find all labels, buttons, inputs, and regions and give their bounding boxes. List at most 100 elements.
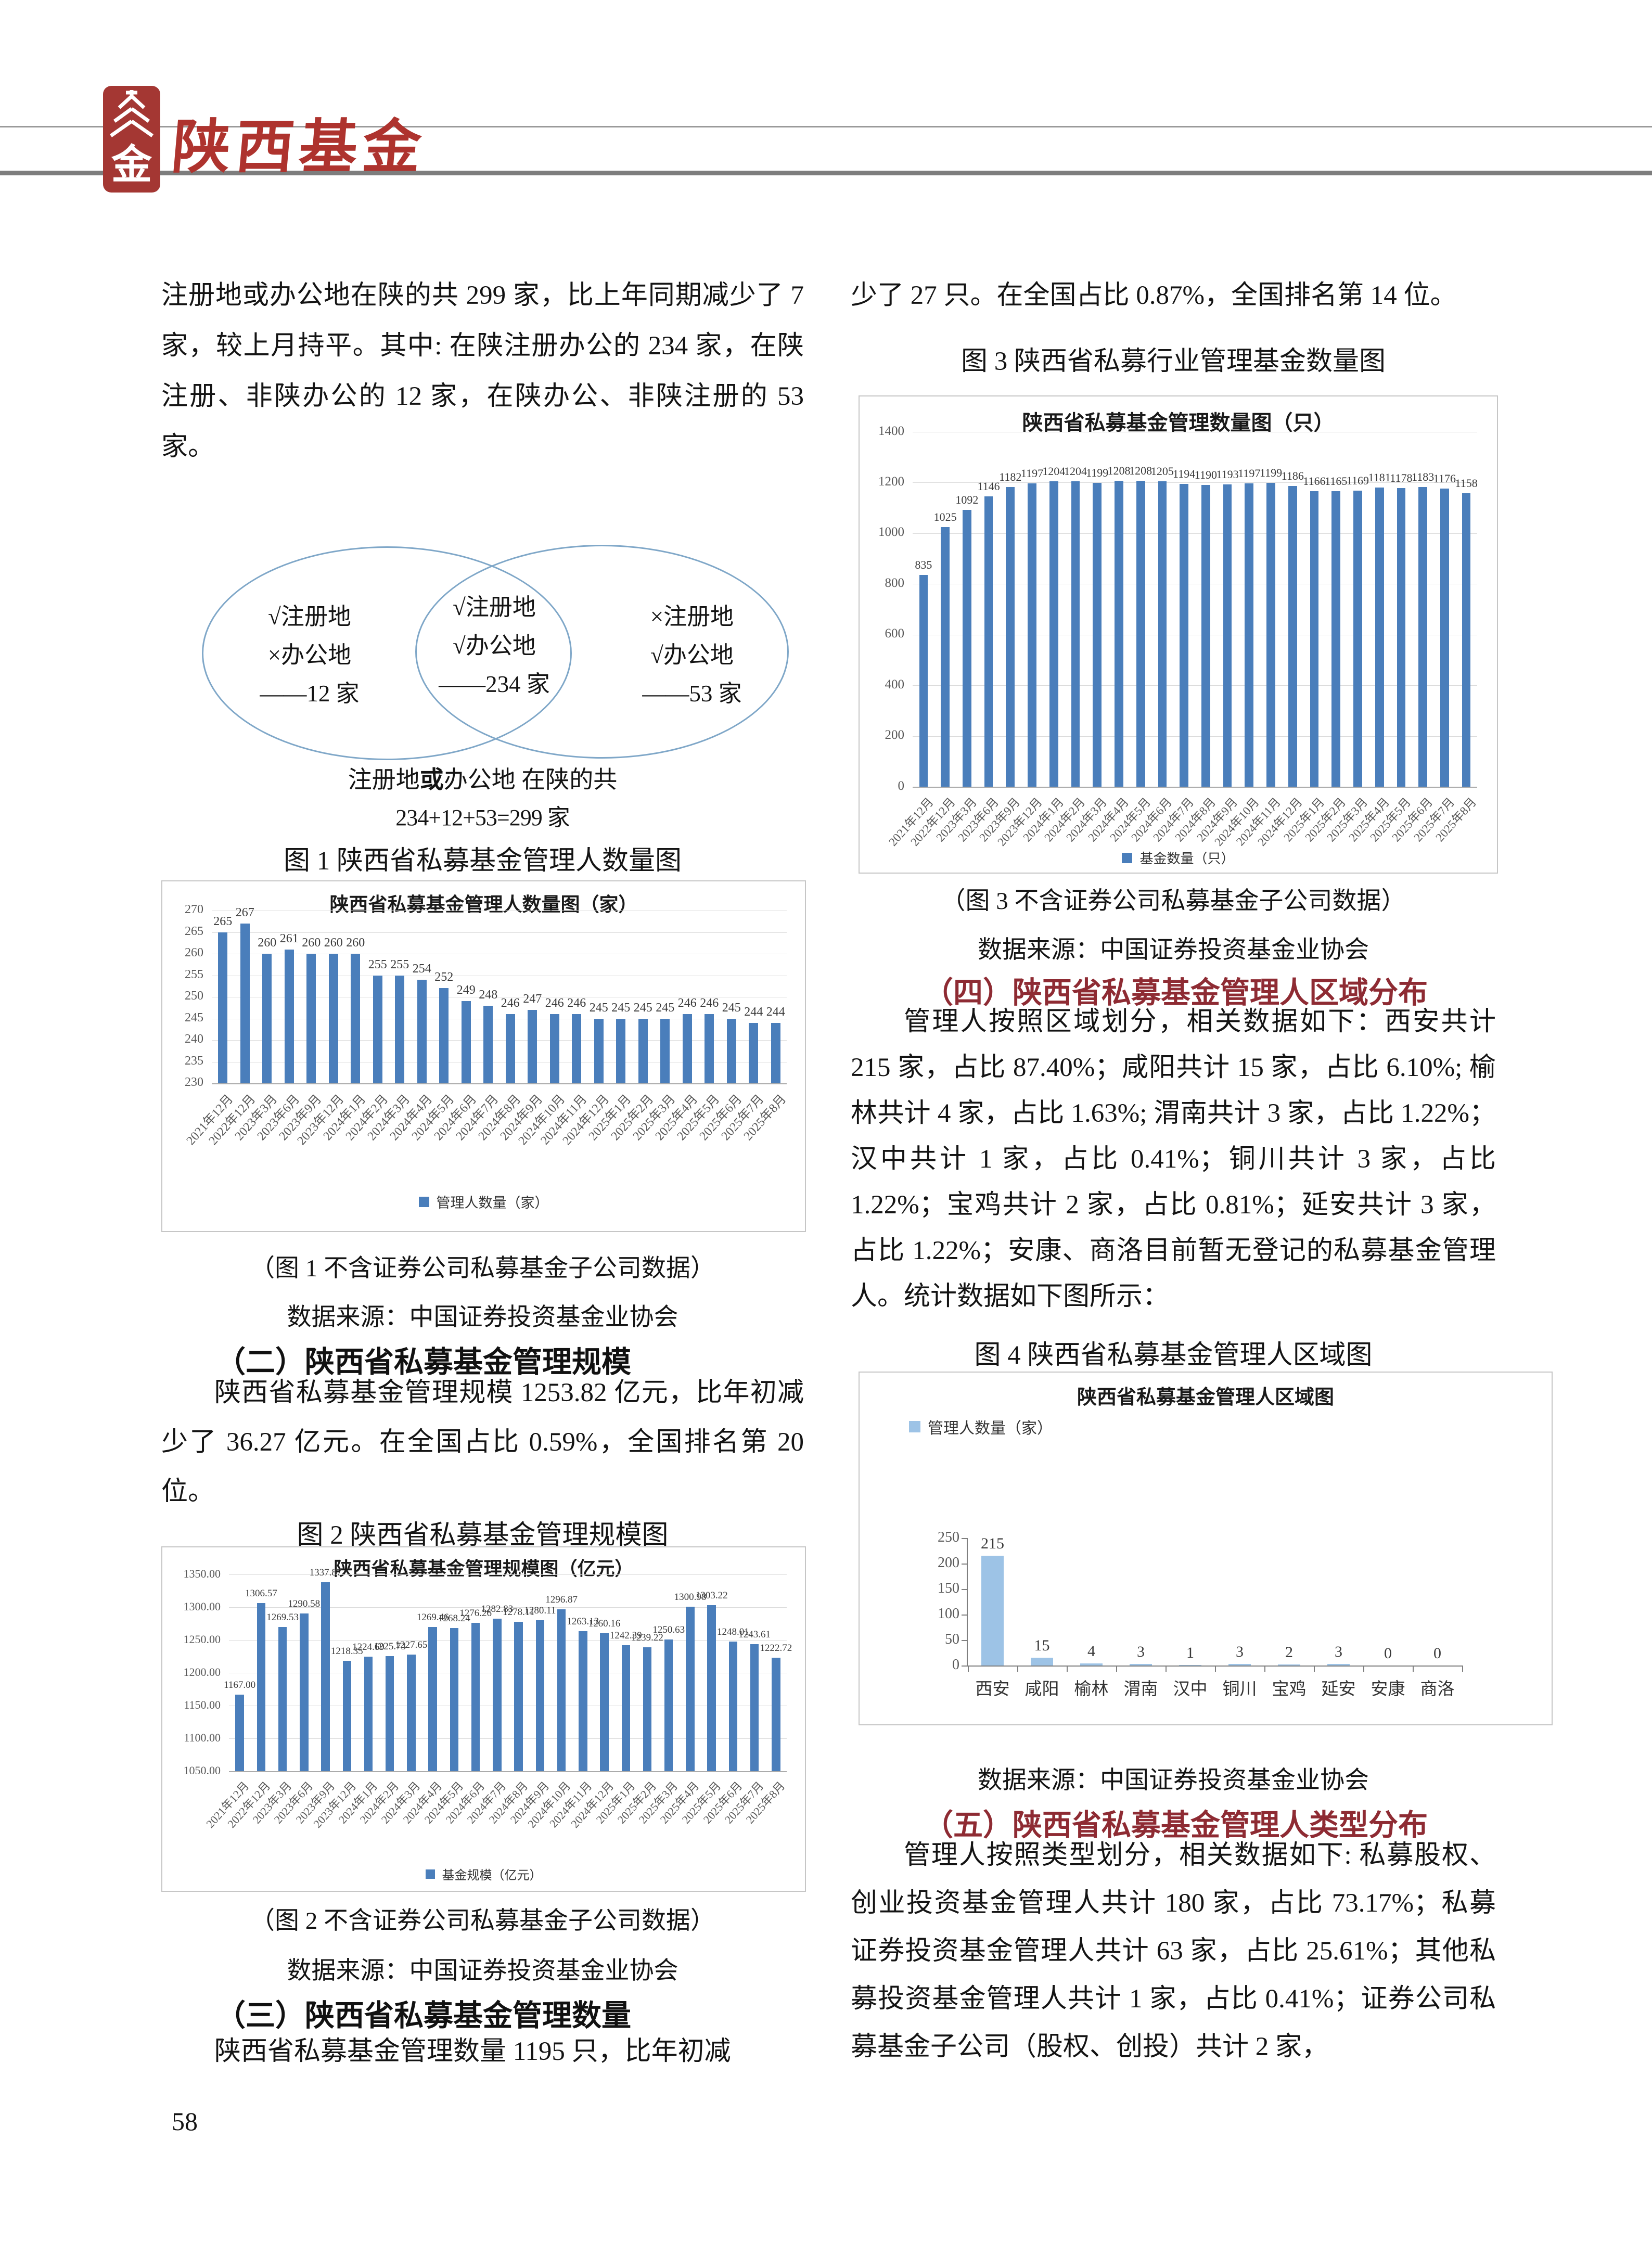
bar	[772, 1658, 780, 1771]
legend: 基金数量（只）	[860, 848, 1497, 867]
y-tick-label: 1100.00	[184, 1731, 221, 1745]
bar-value-label: 246	[677, 996, 697, 1010]
bar	[600, 1633, 609, 1771]
bar	[514, 1621, 523, 1771]
bar-value-label: 260	[346, 936, 365, 950]
bar-value-label: 1337.87	[309, 1567, 342, 1579]
y-tick-label: 245	[185, 1010, 203, 1024]
bar-value-label: 1224.69	[352, 1641, 385, 1652]
bar-value-label: 267	[235, 905, 254, 919]
y-tick-label: 265	[185, 924, 203, 938]
gridline	[913, 685, 1477, 686]
section5-heading: （五）陕西省私募基金管理人类型分布	[924, 1809, 1428, 1842]
bar-value-label: 1208	[1107, 464, 1131, 477]
bar-value-label: 1243.61	[738, 1629, 771, 1641]
bar	[728, 1641, 738, 1771]
bar	[984, 496, 993, 787]
bar-value-label: 1276.26	[459, 1607, 492, 1619]
legend-swatch	[418, 1196, 429, 1207]
y-tick-label: 600	[885, 626, 905, 641]
bar-value-label: 260	[324, 936, 343, 950]
bar-value-label: 1208	[1129, 464, 1152, 477]
bar-value-label: 1269.46	[416, 1612, 449, 1623]
section2-heading: （二）陕西省私募基金管理规模	[216, 1346, 631, 1379]
gridline	[229, 1738, 787, 1739]
bar-value-label: 1167.00	[224, 1679, 256, 1690]
bar-value-label: 3	[1137, 1643, 1145, 1661]
gridline	[229, 1607, 787, 1608]
bar-value-label: 1218.35	[330, 1645, 363, 1657]
y-axis-tick	[962, 1589, 968, 1590]
y-tick-label: 200	[885, 728, 905, 742]
bar	[342, 1660, 351, 1771]
bar	[505, 1014, 515, 1083]
legend-swatch	[909, 1421, 920, 1432]
bar-value-label: 1248.01	[717, 1626, 749, 1637]
y-tick-label: 260	[185, 946, 203, 960]
figure2-caption: 图 2 陕西省私募基金管理规模图	[297, 1521, 669, 1550]
y-tick-label: 255	[185, 967, 203, 981]
bar	[1331, 491, 1341, 787]
bar	[1180, 484, 1188, 787]
y-tick-label: 1200	[878, 474, 904, 489]
chart-title: 陕西省私募基金管理规模图（亿元）	[334, 1558, 634, 1579]
bar	[428, 1627, 437, 1771]
y-tick-label: 200	[938, 1554, 959, 1571]
bar	[981, 1556, 1004, 1666]
bar	[594, 1018, 604, 1083]
legend-label: 管理人数量（家）	[928, 1420, 1053, 1437]
bar-value-label: 1303.22	[695, 1590, 728, 1601]
y-tick-label: 240	[185, 1032, 203, 1046]
bar-value-label: 246	[501, 996, 520, 1010]
bar	[278, 1627, 287, 1771]
header-rule-thick	[0, 171, 1652, 175]
chart-title: 陕西省私募基金管理数量图（只）	[1022, 411, 1335, 434]
bar	[1080, 1663, 1103, 1666]
brand-title: 陕西基金	[169, 113, 429, 181]
y-tick-label: 50	[945, 1631, 959, 1647]
figure4-source: 数据来源：中国证券投资基金业协会	[978, 1767, 1369, 1794]
bar-value-label: 249	[456, 983, 476, 997]
legend-label: 基金数量（只）	[1139, 851, 1235, 866]
bar	[417, 979, 427, 1083]
bar-value-label: 0	[1433, 1645, 1441, 1662]
legend: 管理人数量（家）	[162, 1192, 805, 1212]
bar-value-label: 1169	[1346, 473, 1369, 487]
x-axis-line	[913, 787, 1477, 788]
venn-right-circle	[415, 545, 789, 759]
pagoda-icon: 金	[103, 86, 160, 193]
bar-value-label: 3	[1236, 1643, 1244, 1661]
bar	[1006, 487, 1015, 787]
x-axis-line	[212, 1083, 787, 1084]
y-axis-line	[967, 1538, 968, 1667]
bar-value-label: 1263.13	[567, 1616, 599, 1628]
venn-left-label: √注册地 ×办公地 ——12 家	[260, 604, 360, 707]
page-number: 58	[172, 2107, 198, 2136]
bar-value-label: 1282.83	[481, 1603, 514, 1615]
bar	[572, 1014, 582, 1083]
section4-heading: （四）陕西省私募基金管理人区域分布	[924, 977, 1428, 1009]
bar	[1288, 486, 1297, 787]
bar-value-label: 215	[981, 1535, 1004, 1553]
bar	[1228, 1664, 1251, 1666]
bar	[483, 1005, 493, 1083]
x-axis-line	[229, 1771, 787, 1772]
bar-value-label: 1	[1186, 1644, 1194, 1662]
bar	[638, 1018, 648, 1083]
bar-value-label: 1190	[1194, 468, 1217, 482]
bar	[750, 1644, 759, 1771]
figure4-chart-region: 陕西省私募基金管理人区域图 0 50 100 150 200 250 215 西安 15 咸阳 4 榆林…	[859, 1372, 1553, 1725]
bar-value-label: 260	[302, 936, 321, 950]
bar-value-label: 1269.53	[266, 1612, 299, 1623]
figure3-source: 数据来源：中国证券投资基金业协会	[978, 937, 1369, 964]
bar-value-label: 1025	[933, 510, 957, 523]
x-tick-label: 西安	[975, 1680, 1010, 1699]
venn-summary-line2: 234+12+53=299 家	[395, 805, 570, 830]
bar-value-label: 1146	[977, 479, 1000, 493]
bar-value-label: 1239.22	[631, 1632, 663, 1643]
bar	[771, 1022, 780, 1083]
x-tick-label: 安康	[1371, 1680, 1405, 1699]
legend-swatch	[1122, 852, 1133, 863]
figure3-chart-fund-count: 陕西省私募基金管理数量图（只） 0 200 400 600 800 1000 1200 1400…	[859, 395, 1498, 874]
bar	[450, 1628, 459, 1771]
